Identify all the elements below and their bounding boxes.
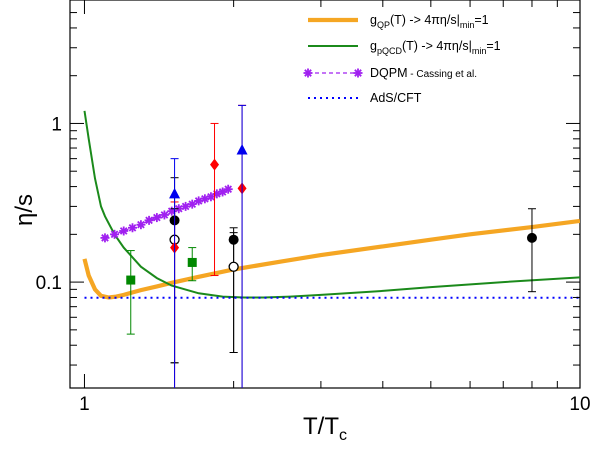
green-square-point (188, 258, 197, 267)
legend-label-qp: gQP(T) -> 4πη/s|min=1 (370, 13, 489, 30)
x-axis-title-sub: c (339, 427, 347, 444)
red-diamond-point (210, 159, 219, 171)
legend-dqpm-marker (354, 69, 363, 78)
legend-item-dqpm: DQPM - Cassing et al. (304, 66, 477, 80)
dqpm-marker (224, 185, 233, 194)
dqpm-marker (128, 223, 137, 232)
legend-item-qp: gQP(T) -> 4πη/s|min=1 (308, 13, 489, 30)
green-square-point (126, 276, 135, 285)
y-axis-title: η/s (11, 194, 38, 226)
legend-label-dqpm: DQPM - Cassing et al. (370, 66, 477, 80)
x-tick-label: 10 (569, 394, 590, 415)
legend-item-pqcd: gpQCD(T) -> 4πη/s|min=1 (308, 39, 501, 56)
plot-frame (70, 0, 580, 388)
dqpm-marker (119, 226, 128, 235)
legend-item-ads: AdS/CFT (308, 91, 422, 105)
dqpm-marker (110, 230, 119, 239)
x-axis-title: T/Tc (303, 413, 347, 444)
blue-triangle-point (237, 144, 248, 155)
legend-dqpm-marker (304, 69, 313, 78)
legend-label-pqcd: gpQCD(T) -> 4πη/s|min=1 (370, 39, 501, 56)
y-tick-label: 0.1 (36, 273, 62, 294)
dqpm-marker (100, 233, 109, 242)
dqpm-marker (136, 220, 145, 229)
qp-curve (85, 221, 581, 298)
black-open-circle-point (229, 262, 238, 271)
blue-triangle-point (169, 188, 180, 199)
legend-label-ads: AdS/CFT (370, 91, 422, 105)
x-tick-label: 1 (79, 394, 90, 415)
x-axis-title-main: T/T (303, 413, 339, 440)
pqcd-curve (85, 111, 581, 298)
dqpm-marker (145, 216, 154, 225)
y-tick-label: 1 (51, 114, 62, 135)
black-circle-point (527, 233, 537, 243)
